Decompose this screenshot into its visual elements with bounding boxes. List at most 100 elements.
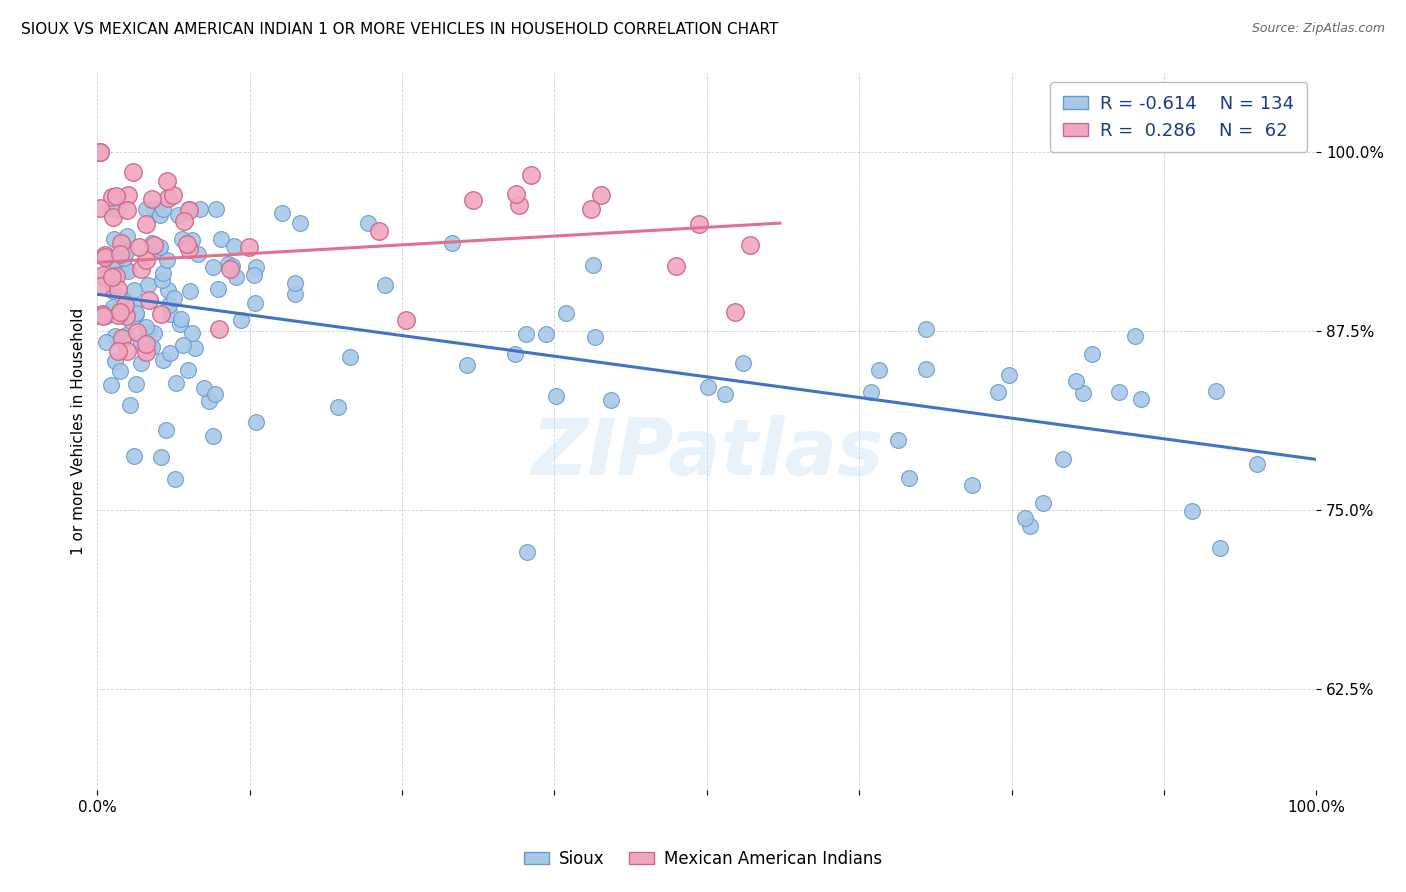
Point: [554, 306, 576, 320]
Point: [150, 307, 173, 321]
Point: [536, 327, 558, 342]
Point: [90, 307, 112, 321]
Point: [135, 202, 157, 216]
Point: [463, 194, 485, 208]
Point: [94, 335, 117, 350]
Point: [665, 259, 688, 273]
Point: [156, 173, 179, 187]
Point: [138, 326, 160, 340]
Point: [179, 284, 201, 298]
Point: [125, 376, 148, 391]
Point: [135, 344, 157, 359]
Point: [115, 202, 138, 217]
Point: [129, 355, 152, 369]
Point: [583, 329, 606, 343]
Legend: R = -0.614    N = 134, R =  0.286    N =  62: R = -0.614 N = 134, R = 0.286 N = 62: [1050, 82, 1308, 153]
Point: [179, 242, 201, 256]
Point: [222, 239, 245, 253]
Point: [117, 264, 139, 278]
Point: [162, 188, 184, 202]
Point: [103, 231, 125, 245]
Point: [505, 347, 527, 361]
Point: [1123, 329, 1146, 343]
Point: [1180, 504, 1202, 518]
Point: [177, 363, 200, 377]
Point: [520, 169, 543, 183]
Point: [188, 202, 211, 216]
Point: [217, 257, 239, 271]
Point: [135, 217, 157, 231]
Point: [1064, 374, 1087, 388]
Point: [107, 282, 129, 296]
Point: [221, 260, 243, 274]
Point: [112, 251, 135, 265]
Point: [156, 191, 179, 205]
Point: [107, 344, 129, 359]
Point: [128, 240, 150, 254]
Point: [172, 232, 194, 246]
Point: [508, 198, 530, 212]
Point: [94, 250, 117, 264]
Point: [219, 262, 242, 277]
Point: [960, 478, 983, 492]
Point: [150, 450, 173, 464]
Point: [122, 449, 145, 463]
Point: [207, 283, 229, 297]
Point: [156, 252, 179, 267]
Point: [122, 300, 145, 314]
Point: [110, 364, 132, 378]
Point: [157, 283, 180, 297]
Point: [89, 308, 111, 322]
Point: [546, 389, 568, 403]
Point: [125, 306, 148, 320]
Point: [176, 237, 198, 252]
Point: [135, 320, 157, 334]
Point: [589, 188, 612, 202]
Point: [202, 428, 225, 442]
Point: [101, 301, 124, 315]
Y-axis label: 1 or more Vehicles in Household: 1 or more Vehicles in Household: [72, 308, 86, 555]
Point: [177, 202, 200, 217]
Point: [100, 377, 122, 392]
Point: [124, 283, 146, 297]
Point: [738, 238, 761, 252]
Point: [326, 400, 349, 414]
Text: ZIPatlas: ZIPatlas: [530, 415, 883, 491]
Point: [115, 327, 138, 342]
Point: [142, 202, 165, 216]
Point: [103, 253, 125, 268]
Text: Source: ZipAtlas.com: Source: ZipAtlas.com: [1251, 22, 1385, 36]
Point: [288, 217, 311, 231]
Point: [688, 217, 710, 231]
Point: [339, 351, 361, 365]
Point: [90, 279, 112, 293]
Point: [138, 340, 160, 354]
Point: [1246, 458, 1268, 472]
Point: [915, 322, 938, 336]
Point: [100, 202, 122, 216]
Point: [141, 340, 163, 354]
Point: [456, 359, 478, 373]
Point: [96, 310, 118, 324]
Point: [101, 189, 124, 203]
Point: [149, 240, 172, 254]
Point: [395, 313, 418, 327]
Point: [1019, 519, 1042, 533]
Point: [169, 312, 191, 326]
Point: [245, 260, 267, 275]
Point: [152, 353, 174, 368]
Point: [101, 210, 124, 224]
Point: [94, 271, 117, 285]
Point: [129, 334, 152, 349]
Text: SIOUX VS MEXICAN AMERICAN INDIAN 1 OR MORE VEHICLES IN HOUSEHOLD CORRELATION CHA: SIOUX VS MEXICAN AMERICAN INDIAN 1 OR MO…: [21, 22, 779, 37]
Point: [104, 189, 127, 203]
Point: [1130, 392, 1153, 406]
Point: [180, 233, 202, 247]
Point: [202, 260, 225, 274]
Point: [163, 292, 186, 306]
Point: [172, 338, 194, 352]
Point: [897, 471, 920, 485]
Point: [169, 317, 191, 331]
Point: [143, 326, 166, 341]
Point: [100, 304, 122, 318]
